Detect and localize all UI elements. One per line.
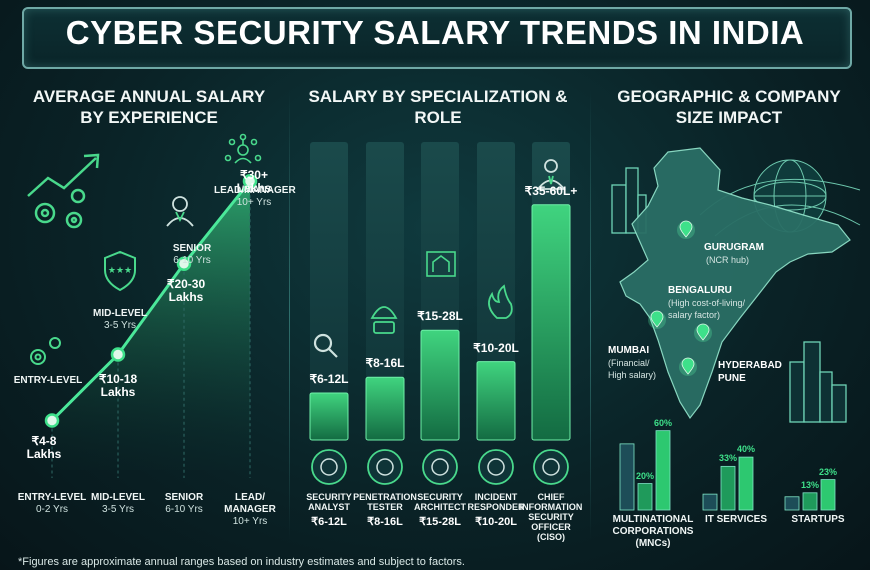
city-pune: PUNE xyxy=(718,373,746,384)
company-group-label: STARTUPS xyxy=(791,514,845,525)
divider-right xyxy=(590,90,591,540)
city-gurugram: GURUGRAM (NCR hub) xyxy=(704,242,764,265)
experience-axis-label: MID-LEVEL 3-5 Yrs xyxy=(91,492,145,515)
spec-category-value: ₹10-20L xyxy=(475,516,517,528)
panel-title-experience: AVERAGE ANNUAL SALARY BY EXPERIENCE xyxy=(32,87,266,127)
company-bar xyxy=(802,492,818,511)
company-bar-label: 23% xyxy=(818,466,837,477)
skyline-icon xyxy=(789,341,847,423)
spec-role-icon xyxy=(367,449,403,485)
company-bar xyxy=(702,493,718,511)
panel-title-geographic: GEOGRAPHIC & COMPANY SIZE IMPACT xyxy=(617,87,841,127)
company-bar-label: 20% xyxy=(635,470,654,481)
location-pin-icon xyxy=(681,357,695,375)
spec-role-icon-glyph xyxy=(487,458,505,476)
hacker-icon xyxy=(370,306,398,334)
company-bar xyxy=(720,465,736,511)
city-bengaluru: BENGALURU (High cost-of-living/ salary f… xyxy=(668,285,746,320)
india-map xyxy=(619,147,851,420)
company-bar xyxy=(738,456,754,511)
spec-bar xyxy=(476,361,516,441)
magnifier-icon xyxy=(313,333,338,358)
experience-point xyxy=(242,174,258,189)
company-bar xyxy=(619,443,635,511)
spec-category-label: SECURITY ARCHITECT xyxy=(414,492,466,512)
spec-bar xyxy=(531,204,571,441)
spec-category-label: SECURITY ANALYST xyxy=(306,492,352,512)
company-bar xyxy=(820,479,836,511)
growth-gears-icon xyxy=(27,153,100,229)
spec-bar-background xyxy=(310,142,348,440)
spec-value-label: ₹35-60L+ xyxy=(524,183,578,198)
company-bar xyxy=(655,430,671,511)
company-group-label: IT SERVICES xyxy=(704,514,768,525)
manager-network-icon xyxy=(224,133,262,164)
experience-axis-label: ENTRY-LEVEL 0-2 Yrs xyxy=(17,492,87,515)
company-bar xyxy=(637,483,653,511)
spec-role-icon-glyph xyxy=(320,458,338,476)
location-pin-icon xyxy=(679,220,693,238)
experience-point xyxy=(44,413,60,428)
experience-line xyxy=(50,180,252,422)
divider-left xyxy=(289,90,290,540)
spec-bar xyxy=(365,376,405,441)
experience-point-title: SENIOR 6-10 Yrs xyxy=(172,243,212,266)
spec-category-value: ₹6-12L xyxy=(311,516,347,528)
spec-bar-background xyxy=(366,142,404,440)
company-bar-label: 33% xyxy=(718,453,737,464)
fire-icon xyxy=(488,284,513,319)
experience-value-label: ₹30+ Lakhs xyxy=(236,168,272,196)
blueprint-icon xyxy=(426,251,456,277)
experience-point xyxy=(176,256,192,271)
spec-value-label: ₹8-16L xyxy=(365,356,405,371)
spec-role-icon-glyph xyxy=(431,458,449,476)
spec-bar xyxy=(309,392,349,441)
experience-point-title: MID-LEVEL 3-5 Yrs xyxy=(93,308,147,331)
experience-axis-label: LEAD/ MANAGER 10+ Yrs xyxy=(224,492,276,527)
spec-value-label: ₹6-12L xyxy=(309,371,349,386)
spec-role-icon-glyph xyxy=(376,458,394,476)
experience-axis-label: SENIOR 6-10 Yrs xyxy=(164,492,204,515)
experience-value-label: ₹20-30 Lakhs xyxy=(166,276,206,304)
experience-point-title: LEAD/MANAGER 10+ Yrs xyxy=(214,185,296,208)
company-group-label: MULTINATIONAL CORPORATIONS (MNCs) xyxy=(612,514,694,549)
spec-bar xyxy=(420,329,460,441)
page-title: CYBER SECURITY SALARY TRENDS IN INDIA xyxy=(65,14,805,51)
location-pin-icon xyxy=(696,323,710,341)
spec-role-icon xyxy=(533,449,569,485)
city-hyderabad: HYDERABAD xyxy=(718,360,782,371)
company-bar xyxy=(784,496,800,511)
spec-category-label: CHIEF INFORMATION SECURITY OFFICER (CISO… xyxy=(519,492,583,542)
company-bar-label: 60% xyxy=(653,417,672,428)
spec-value-label: ₹15-28L xyxy=(417,309,463,324)
spec-role-icon xyxy=(311,449,347,485)
experience-value-label: ₹4-8 Lakhs xyxy=(26,433,62,461)
experience-value-label: ₹10-18 Lakhs xyxy=(98,371,138,399)
experience-area xyxy=(52,181,250,470)
city-mumbai: MUMBAI (Financial/ High salary) xyxy=(608,345,657,380)
shield-stars-icon: ★★★ xyxy=(104,250,136,292)
spec-role-icon xyxy=(478,449,514,485)
executive-icon xyxy=(536,159,566,190)
panel-title-specialization: SALARY BY SPECIALIZATION & ROLE xyxy=(308,87,568,127)
experience-point xyxy=(110,347,126,362)
spec-role-icon xyxy=(422,449,458,485)
footnote: *Figures are approximate annual ranges b… xyxy=(18,556,465,568)
location-pin-icon xyxy=(650,310,664,328)
spec-category-label: INCIDENT RESPONDER xyxy=(467,492,525,512)
gear-icon xyxy=(30,337,61,365)
person-icon xyxy=(166,196,194,227)
svg-text:★★★: ★★★ xyxy=(108,265,132,275)
experience-point-title: ENTRY-LEVEL xyxy=(13,375,83,386)
spec-category-label: PENETRATION TESTER xyxy=(353,492,417,512)
company-bar-label: 40% xyxy=(736,444,755,455)
title-frame xyxy=(22,7,852,69)
spec-role-icon-glyph xyxy=(542,458,560,476)
company-bar-label: 13% xyxy=(800,479,819,490)
spec-category-value: ₹15-28L xyxy=(419,516,461,528)
spec-category-value: ₹8-16L xyxy=(367,516,403,528)
spec-value-label: ₹10-20L xyxy=(473,340,519,355)
